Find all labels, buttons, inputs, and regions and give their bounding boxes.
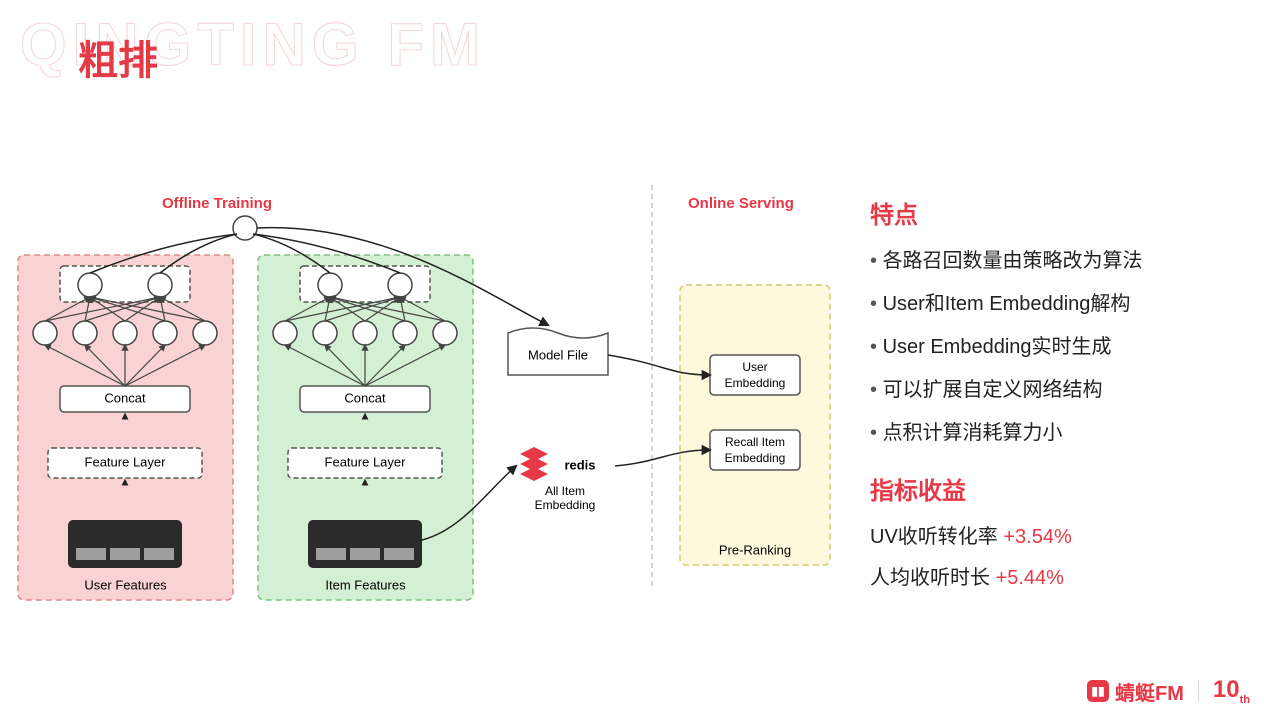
svg-text:Recall Item: Recall Item — [725, 435, 785, 449]
footer-divider — [1198, 680, 1199, 702]
pre-ranking-panel-label: Pre-Ranking — [719, 542, 791, 557]
svg-text:Embedding: Embedding — [725, 376, 786, 390]
feature-bullet: 各路召回数量由策略改为算法 — [870, 244, 1260, 273]
feature-layer-item-label: Feature Layer — [325, 454, 407, 469]
feature-bullet: User和Item Embedding解构 — [870, 287, 1260, 316]
metric-row: 人均收听时长 +5.44% — [870, 561, 1260, 590]
feature-bullet: 可以扩展自定义网络结构 — [870, 373, 1260, 402]
metrics-list: UV收听转化率 +3.54% 人均收听时长 +5.44% — [870, 520, 1260, 590]
feature-layer-user-label: Feature Layer — [85, 454, 167, 469]
svg-text:Embedding: Embedding — [725, 451, 786, 465]
radio-icon: ▮▮ — [1087, 680, 1109, 702]
item-features-panel-label: Item Features — [325, 577, 406, 592]
brand-logo: ▮▮ 蜻蜓FM — [1087, 677, 1184, 706]
merge-node — [233, 216, 257, 240]
item-db-icon — [308, 520, 422, 568]
feature-bullet: 点积计算消耗算力小 — [870, 416, 1260, 445]
features-list: 各路召回数量由策略改为算法 User和Item Embedding解构 User E… — [870, 244, 1260, 445]
pre-ranking-panel — [680, 285, 830, 565]
brand-name: 蜻蜓FM — [1115, 677, 1184, 706]
user-features-panel-label: User Features — [84, 577, 167, 592]
feature-bullet: User Embedding实时生成 — [870, 330, 1260, 359]
model-file-label: Model File — [528, 347, 588, 362]
right-column: 特点 各路召回数量由策略改为算法 User和Item Embedding解构 Use… — [870, 195, 1260, 602]
redis-caption: All Item — [545, 484, 585, 498]
concat-user-label: Concat — [104, 390, 146, 405]
svg-text:User: User — [742, 360, 767, 374]
metric-row: UV收听转化率 +3.54% — [870, 520, 1260, 549]
metrics-heading: 指标收益 — [870, 471, 1260, 506]
features-heading: 特点 — [870, 195, 1260, 230]
svg-text:Embedding: Embedding — [535, 498, 596, 512]
user-db-icon — [68, 520, 182, 568]
footer: ▮▮ 蜻蜓FM 10th — [1087, 676, 1250, 706]
redis-icon — [520, 447, 548, 481]
redis-label: redis — [564, 457, 595, 472]
anniversary-badge: 10th — [1213, 676, 1250, 706]
concat-item-label: Concat — [344, 390, 386, 405]
